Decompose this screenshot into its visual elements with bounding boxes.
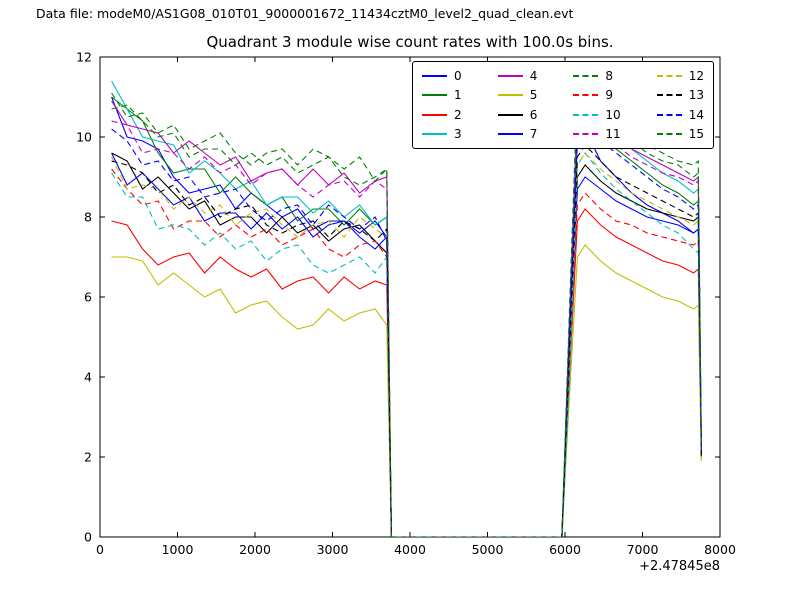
legend-label-4: 4 [529,68,538,83]
legend-line-sample-11 [573,133,599,136]
x-tick-label-8000: 8000 [704,542,736,557]
y-tick-label-12: 12 [76,50,92,65]
legend-label-7: 7 [529,127,538,142]
series-line-12 [111,152,702,537]
series-line-14 [111,120,702,537]
series-line-7 [111,152,702,537]
legend-line-sample-3 [422,133,447,136]
data-file-label: Data file: modeM0/AS1G08_010T01_90000016… [36,6,574,21]
legend-line-sample-7 [497,133,523,136]
series-line-10 [111,152,702,537]
series-line-1 [111,96,702,537]
legend-item-0: 0 [422,70,462,82]
legend-label-2: 2 [454,107,462,122]
legend-line-sample-15 [656,133,682,136]
legend-item-4: 4 [497,68,538,83]
x-tick-label-1000: 1000 [162,542,194,557]
legend-item-3: 3 [422,128,462,140]
legend-item-2: 2 [422,109,462,121]
legend-label-12: 12 [688,68,704,83]
legend-label-11: 11 [605,127,621,142]
x-tick-label-5000: 5000 [472,542,504,557]
legend-line-sample-6 [497,113,523,116]
legend-label-15: 15 [688,127,704,142]
legend-item-13: 13 [656,88,704,103]
legend-label-0: 0 [454,68,462,83]
legend-item-14: 14 [656,107,704,122]
legend-item-6: 6 [497,107,538,122]
series-line-6 [111,152,702,537]
series-line-9 [111,168,702,537]
legend-line-sample-14 [656,113,682,116]
legend-line-sample-2 [422,113,447,116]
x-tick-label-2000: 2000 [239,542,271,557]
series-line-11 [111,112,702,537]
legend-label-13: 13 [688,88,704,103]
legend-item-11: 11 [573,127,621,142]
legend-item-15: 15 [656,127,704,142]
legend-label-8: 8 [605,68,614,83]
series-line-15 [111,67,702,537]
legend-line-sample-10 [573,113,599,116]
x-tick-label-7000: 7000 [627,542,659,557]
series-line-3 [111,80,702,537]
legend-line-sample-13 [656,94,682,97]
y-tick-label-6: 6 [84,290,92,305]
legend-label-3: 3 [454,127,462,142]
y-tick-label-8: 8 [84,210,92,225]
x-tick-label-0: 0 [96,542,104,557]
y-tick-label-2: 2 [84,450,92,465]
legend-item-10: 10 [573,107,621,122]
series-line-8 [111,100,702,537]
legend-label-1: 1 [454,88,462,103]
legend-label-6: 6 [529,107,538,122]
legend-item-8: 8 [573,70,620,82]
y-tick-label-10: 10 [76,130,92,145]
legend-item-7: 7 [497,127,538,142]
x-tick-label-4000: 4000 [394,542,426,557]
series-line-4 [111,100,702,537]
legend-line-sample-0 [422,74,447,77]
legend-line-sample-5 [497,94,523,97]
legend-line-sample-1 [422,94,447,97]
legend-label-9: 9 [605,88,614,103]
chart-title: Quadrant 3 module wise count rates with … [206,33,614,51]
x-tick-label-6000: 6000 [549,542,581,557]
series-line-0 [111,96,702,537]
legend-item-9: 9 [573,89,620,101]
legend: 0 1 2 3 4 5 6 7 8 9 10 11 12 13 14 15 [412,61,714,149]
series-line-2 [111,208,702,537]
legend-line-sample-4 [497,74,523,77]
legend-item-1: 1 [422,89,462,101]
legend-line-sample-12 [656,74,682,77]
x-axis-offset-label: +2.47845e8 [639,559,720,574]
series-line-5 [111,244,702,537]
y-tick-label-0: 0 [84,530,92,545]
legend-label-5: 5 [529,88,538,103]
legend-line-sample-8 [573,74,599,77]
legend-item-5: 5 [497,88,538,103]
legend-label-14: 14 [688,107,704,122]
y-tick-label-4: 4 [84,370,92,385]
x-tick-label-3000: 3000 [317,542,349,557]
legend-label-10: 10 [605,107,621,122]
legend-item-12: 12 [656,68,704,83]
legend-line-sample-9 [573,94,599,97]
